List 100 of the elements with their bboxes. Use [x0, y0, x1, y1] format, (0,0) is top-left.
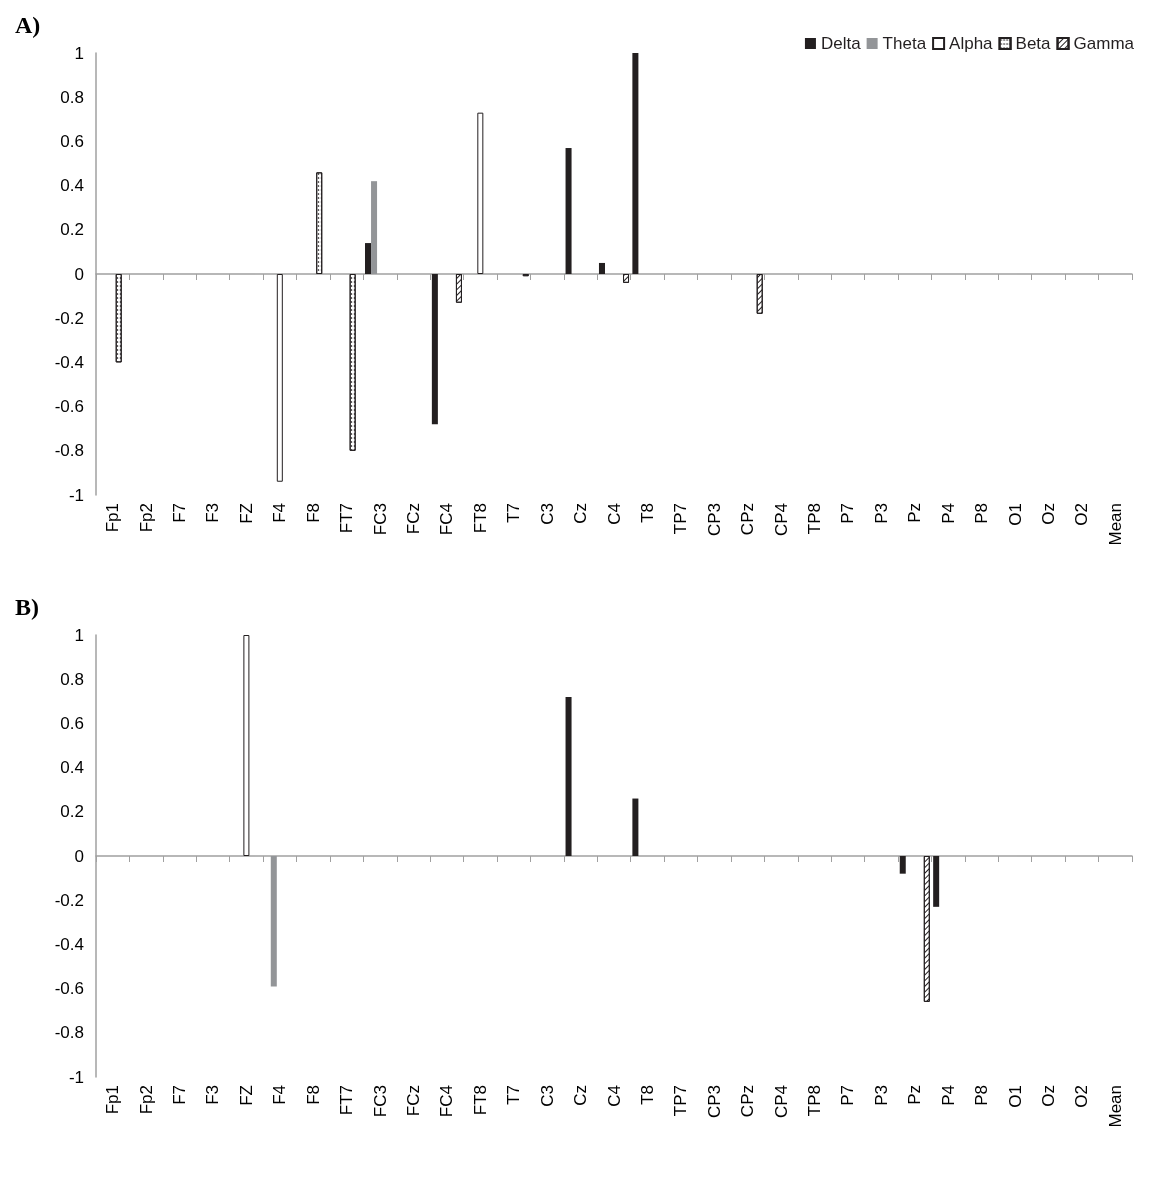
y-tick-label: -0.8 — [54, 441, 84, 461]
x-tick-label: FC3 — [370, 503, 390, 536]
legend-label: Delta — [820, 34, 862, 53]
y-tick-label: 0.2 — [60, 220, 84, 240]
x-tick-label: P7 — [838, 503, 858, 524]
y-tick-label: -0.6 — [54, 979, 84, 999]
y-tick-label: 0.8 — [60, 669, 84, 689]
x-tick-label: TP8 — [805, 503, 825, 535]
x-tick-label: P3 — [871, 503, 891, 524]
y-tick-label: -0.6 — [54, 397, 84, 417]
chart-title: B) — [15, 594, 39, 620]
x-tick-label: F4 — [270, 503, 290, 523]
x-tick-label: F7 — [170, 1085, 190, 1105]
x-tick-label: CP3 — [704, 503, 724, 537]
y-tick-label: 0 — [74, 264, 84, 284]
x-tick-label: O1 — [1005, 1085, 1025, 1108]
x-tick-label: F8 — [303, 503, 323, 523]
y-tick-label: -0.8 — [54, 1023, 84, 1043]
x-tick-label: FCz — [403, 1085, 423, 1117]
x-tick-label: T8 — [637, 503, 657, 523]
x-tick-label: CPz — [738, 503, 758, 536]
x-tick-label: O2 — [1072, 503, 1092, 526]
x-tick-label: O2 — [1072, 1085, 1092, 1108]
x-tick-label: FT8 — [470, 1085, 490, 1116]
bar — [276, 274, 283, 482]
chart-title: A) — [15, 12, 41, 38]
x-tick-label: F8 — [303, 1085, 323, 1105]
x-tick-label: P8 — [972, 503, 992, 524]
y-tick-label: 0.4 — [60, 758, 84, 778]
x-tick-label: FT7 — [337, 503, 357, 534]
x-tick-label: CPz — [738, 1085, 758, 1118]
x-tick-label: CP4 — [771, 1085, 791, 1119]
y-tick-label: 0.2 — [60, 802, 84, 822]
y-tick-label: 0.8 — [60, 87, 84, 107]
x-tick-label: P7 — [838, 1085, 858, 1106]
x-tick-label: P8 — [972, 1085, 992, 1106]
x-tick-label: FC3 — [370, 1085, 390, 1118]
y-tick-label: 0.4 — [60, 176, 84, 196]
x-tick-label: Fp1 — [103, 503, 123, 533]
x-tick-label: P4 — [938, 1085, 958, 1106]
y-tick-label: -0.4 — [54, 352, 84, 372]
x-tick-label: FT8 — [470, 503, 490, 534]
y-tick-label: -1 — [68, 485, 84, 505]
bar — [899, 856, 906, 874]
y-tick-label: -0.2 — [54, 308, 84, 328]
bar — [371, 181, 378, 274]
x-tick-label: FZ — [236, 1085, 256, 1106]
x-tick-label: TP7 — [671, 503, 691, 535]
x-tick-label: Cz — [571, 503, 591, 524]
x-tick-label: O1 — [1005, 503, 1025, 526]
x-tick-label: CP3 — [704, 1085, 724, 1119]
bar — [565, 696, 572, 856]
y-tick-label: -0.4 — [54, 934, 84, 954]
x-tick-label: FT7 — [337, 1085, 357, 1116]
bar — [565, 148, 572, 274]
x-tick-label: F3 — [203, 503, 223, 523]
x-tick-label: TP8 — [805, 1085, 825, 1117]
y-tick-label: 1 — [74, 625, 84, 645]
x-tick-label: FC4 — [437, 1085, 457, 1118]
x-tick-label: F7 — [170, 503, 190, 523]
x-tick-label: F4 — [270, 1085, 290, 1105]
x-tick-label: Oz — [1038, 503, 1058, 525]
x-tick-label: P3 — [871, 1085, 891, 1106]
y-tick-label: 0 — [74, 846, 84, 866]
x-tick-label: Fp1 — [103, 1085, 123, 1115]
x-tick-label: FC4 — [437, 503, 457, 536]
x-tick-label: Fp2 — [136, 1085, 156, 1115]
bar — [477, 112, 484, 274]
x-tick-label: F3 — [203, 1085, 223, 1105]
x-tick-label: C3 — [537, 503, 557, 525]
x-tick-label: C4 — [604, 503, 624, 525]
legend-label: Beta — [1015, 34, 1052, 53]
x-tick-label: Mean — [1105, 503, 1125, 546]
legend-label: Theta — [882, 34, 927, 53]
x-tick-label: TP7 — [671, 1085, 691, 1117]
x-tick-label: CP4 — [771, 503, 791, 537]
x-tick-label: Mean — [1105, 1085, 1125, 1128]
y-tick-label: 1 — [74, 43, 84, 63]
x-tick-label: FCz — [403, 503, 423, 535]
y-tick-label: 0.6 — [60, 713, 84, 733]
x-tick-label: T7 — [504, 1085, 524, 1105]
bar — [632, 53, 639, 274]
bar — [632, 798, 639, 856]
bar — [598, 262, 605, 274]
y-tick-label: -1 — [68, 1067, 84, 1087]
x-tick-label: C4 — [604, 1085, 624, 1107]
x-tick-label: C3 — [537, 1085, 557, 1107]
bar — [243, 635, 250, 856]
x-tick-label: P4 — [938, 503, 958, 524]
bar — [270, 856, 277, 987]
x-tick-label: Pz — [905, 503, 925, 523]
x-tick-label: FZ — [236, 503, 256, 524]
x-tick-label: Cz — [571, 1085, 591, 1106]
bar — [933, 856, 940, 907]
x-tick-label: Oz — [1038, 1085, 1058, 1107]
x-tick-label: T7 — [504, 503, 524, 523]
x-tick-label: Fp2 — [136, 503, 156, 533]
y-tick-label: 0.6 — [60, 131, 84, 151]
x-tick-label: T8 — [637, 1085, 657, 1105]
x-tick-label: Pz — [905, 1085, 925, 1105]
